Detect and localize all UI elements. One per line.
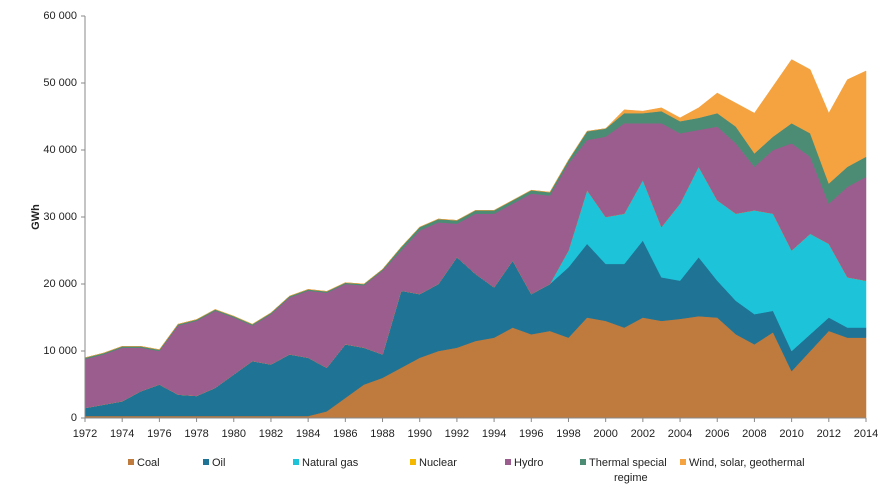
x-tick-label: 2012 — [817, 428, 841, 440]
legend-swatch — [410, 459, 416, 465]
x-tick-label: 1990 — [407, 428, 431, 440]
x-tick-label: 1992 — [445, 428, 469, 440]
y-tick-label: 40 000 — [43, 144, 77, 156]
x-tick-label: 2000 — [593, 428, 617, 440]
x-tick-label: 1980 — [222, 428, 246, 440]
legend-label: Thermal special regime — [589, 457, 667, 484]
legend-swatch — [293, 459, 299, 465]
x-tick-label: 2006 — [705, 428, 729, 440]
x-tick-label: 2008 — [742, 428, 766, 440]
x-tick-label: 1982 — [259, 428, 283, 440]
legend-label: Nuclear — [419, 457, 457, 469]
legend-item: Hydro — [505, 457, 543, 469]
x-tick-label: 1986 — [333, 428, 357, 440]
legend-item: Wind, solar, geothermal — [680, 457, 805, 469]
x-tick-label: 2004 — [668, 428, 692, 440]
area — [84, 59, 867, 358]
legend-swatch — [128, 459, 134, 465]
legend-swatch — [680, 459, 686, 465]
legend-item: Natural gas — [293, 457, 359, 469]
x-tick-label: 1978 — [184, 428, 208, 440]
y-tick-label: 0 — [71, 412, 77, 424]
y-tick-label: 20 000 — [43, 278, 77, 290]
legend-item: Oil — [203, 457, 225, 469]
legend-label: Coal — [137, 457, 160, 469]
legend-item: Thermal special regime — [580, 457, 667, 484]
x-tick-label: 1974 — [110, 428, 134, 440]
y-tick-label: 10 000 — [43, 345, 77, 357]
x-tick-label: 1972 — [73, 428, 97, 440]
x-tick-label: 1976 — [147, 428, 171, 440]
y-axis-label: GWh — [30, 204, 42, 230]
legend-label: Natural gas — [302, 457, 359, 469]
y-tick-label: 50 000 — [43, 77, 77, 89]
legend-swatch — [580, 459, 586, 465]
legend-label: Hydro — [514, 457, 543, 469]
x-tick-label: 1984 — [296, 428, 320, 440]
x-tick-label: 2010 — [779, 428, 803, 440]
legend-swatch — [505, 459, 511, 465]
x-tick-label: 1994 — [482, 428, 506, 440]
x-tick-label: 1998 — [556, 428, 580, 440]
legend-label: Wind, solar, geothermal — [689, 457, 805, 469]
legend-item: Coal — [128, 457, 160, 469]
x-tick-label: 2014 — [854, 428, 878, 440]
x-tick-label: 1988 — [370, 428, 394, 440]
x-tick-label: 1996 — [519, 428, 543, 440]
legend-line: regime — [614, 472, 648, 484]
legend-line: Thermal special — [589, 457, 667, 469]
y-tick-label: 30 000 — [43, 211, 77, 223]
y-tick-label: 60 000 — [43, 10, 77, 22]
legend-item: Nuclear — [410, 457, 457, 469]
x-tick-label: 2002 — [631, 428, 655, 440]
legend-label: Oil — [212, 457, 225, 469]
legend-swatch — [203, 459, 209, 465]
